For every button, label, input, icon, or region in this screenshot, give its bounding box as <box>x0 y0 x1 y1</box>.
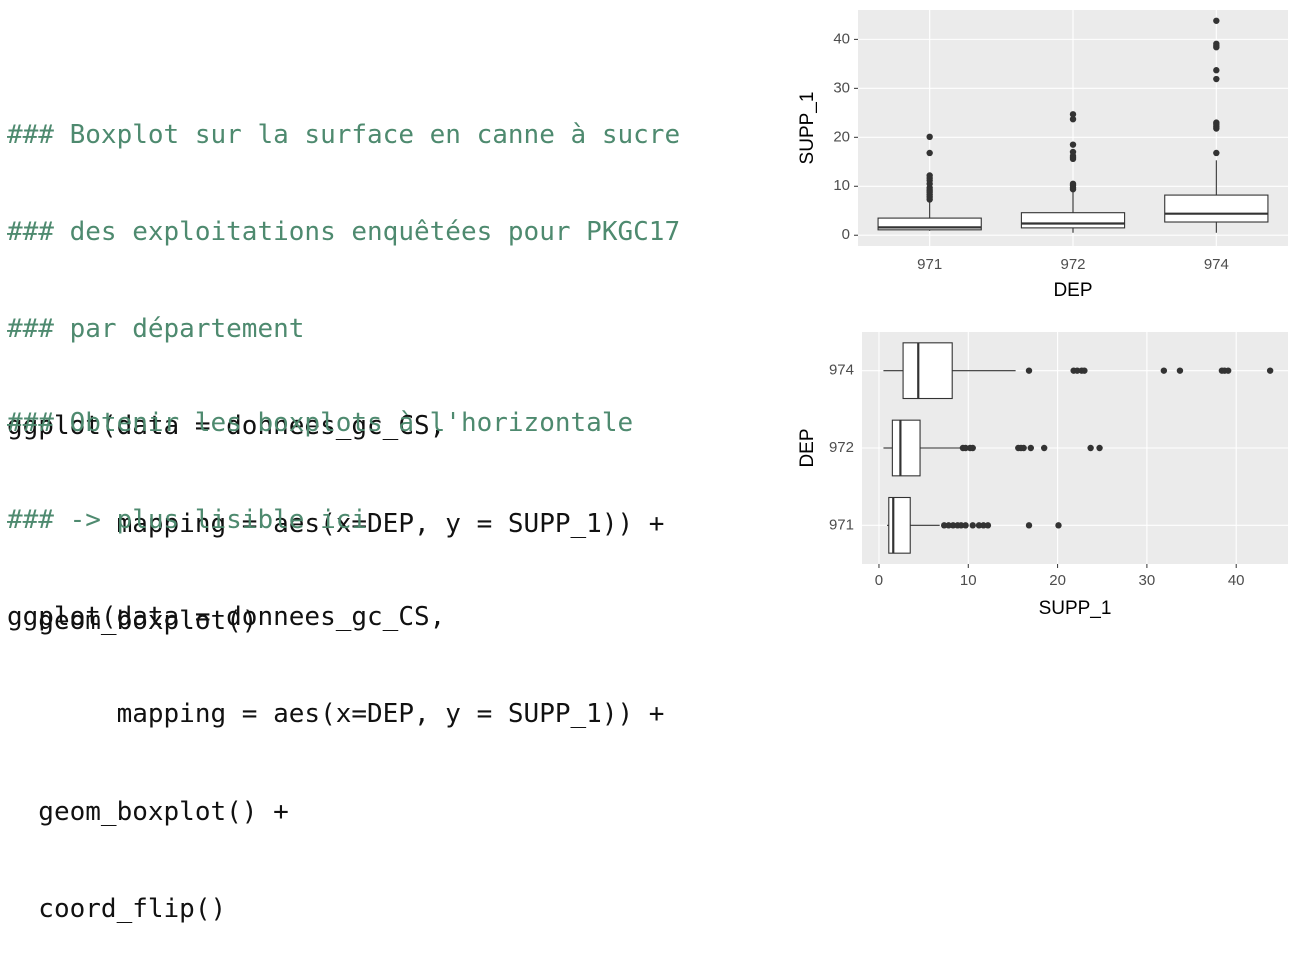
outlier <box>926 133 933 141</box>
y-tick-label: 20 <box>833 128 850 145</box>
code-line: geom_boxplot() + <box>7 796 289 827</box>
outlier <box>1069 115 1077 123</box>
y-tick-label: 0 <box>842 226 850 243</box>
outlier <box>940 522 948 529</box>
box <box>888 496 911 554</box>
x-axis-title: DEP <box>1053 280 1092 301</box>
outlier <box>1224 367 1232 374</box>
box <box>1020 212 1126 229</box>
outlier <box>962 444 969 452</box>
page: ### Boxplot sur la surface en canne à su… <box>7 10 1288 924</box>
outlier <box>1040 444 1048 452</box>
x-tick-label: 971 <box>917 256 942 273</box>
outlier <box>1081 367 1088 374</box>
y-tick-label: 972 <box>829 439 854 456</box>
x-tick-label: 30 <box>1139 572 1156 589</box>
code-line: ### Boxplot sur la surface en canne à su… <box>7 119 681 150</box>
x-tick-label: 972 <box>1060 256 1085 273</box>
outlier <box>1069 111 1077 118</box>
outlier <box>926 149 933 157</box>
outlier <box>969 444 976 452</box>
y-tick-label: 30 <box>833 79 850 96</box>
outlier <box>945 522 952 529</box>
code-line: ggplot(data = donnees_gc_CS, <box>7 411 446 442</box>
outlier <box>1096 444 1103 452</box>
x-tick-label: 40 <box>1228 572 1245 589</box>
x-tick-label: 0 <box>875 572 883 589</box>
x-tick-label: 974 <box>1204 256 1229 273</box>
y-tick-label: 974 <box>829 362 854 379</box>
outlier <box>1176 367 1184 374</box>
outlier <box>1160 367 1168 374</box>
outlier <box>1025 522 1033 529</box>
y-axis-title: SUPP_1 <box>797 92 818 165</box>
outlier <box>1069 148 1077 156</box>
code-line: geom_boxplot() <box>7 605 258 636</box>
outlier <box>980 522 987 529</box>
y-tick-label: 40 <box>833 30 850 47</box>
outlier <box>1069 141 1077 148</box>
outlier <box>1213 67 1220 74</box>
y-tick-label: 10 <box>833 177 850 194</box>
y-axis-title: DEP <box>797 428 818 467</box>
outlier <box>1087 444 1094 452</box>
code-line: ### -> plus lisible ici <box>7 505 368 536</box>
outlier <box>984 522 992 529</box>
code-line: ### Obtenir les boxplots à l'horizontale <box>7 407 634 438</box>
outlier <box>1027 444 1034 452</box>
outlier <box>949 522 957 529</box>
code-line: ### des exploitations enquêtées pour PKG… <box>7 217 681 248</box>
outlier <box>1213 75 1220 83</box>
code-line: coord_flip() <box>7 893 227 924</box>
box <box>877 217 982 231</box>
outlier <box>969 522 976 529</box>
outlier <box>1069 180 1077 188</box>
box <box>1164 194 1269 223</box>
outlier <box>1213 119 1220 126</box>
box <box>902 342 953 400</box>
outlier <box>1213 40 1220 47</box>
outlier <box>1213 149 1220 157</box>
outlier <box>1074 367 1081 374</box>
x-tick-label: 20 <box>1049 572 1066 589</box>
outlier <box>1025 367 1033 374</box>
outlier <box>1055 522 1062 529</box>
box <box>891 419 921 477</box>
outlier <box>975 522 983 529</box>
code-line: mapping = aes(x=DEP, y = SUPP_1)) + <box>7 699 665 730</box>
outlier <box>957 522 965 529</box>
outlier <box>1213 17 1220 24</box>
code-line: ### par département <box>7 314 305 345</box>
charts: 0 10 20 30 40 971 972 974 DEP SUPP_1 0 10 20 30 40 971 9… <box>797 10 1288 619</box>
outlier <box>1020 444 1027 452</box>
code-line: mapping = aes(x=DEP, y = SUPP_1)) + <box>7 508 665 539</box>
x-axis-title: SUPP_1 <box>1039 598 1112 619</box>
outlier <box>1266 367 1274 374</box>
outlier <box>962 522 969 529</box>
code-block: ### Boxplot sur la surface en canne à su… <box>7 54 680 670</box>
y-tick-label: 971 <box>829 516 854 533</box>
code-line: ggplot(data = donnees_gc_CS, <box>7 602 446 633</box>
outlier <box>926 172 933 179</box>
x-tick-label: 10 <box>960 572 977 589</box>
